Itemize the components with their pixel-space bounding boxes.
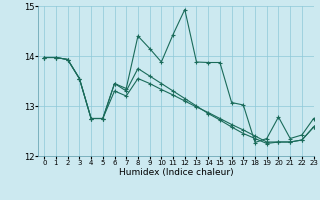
X-axis label: Humidex (Indice chaleur): Humidex (Indice chaleur) bbox=[119, 168, 233, 177]
